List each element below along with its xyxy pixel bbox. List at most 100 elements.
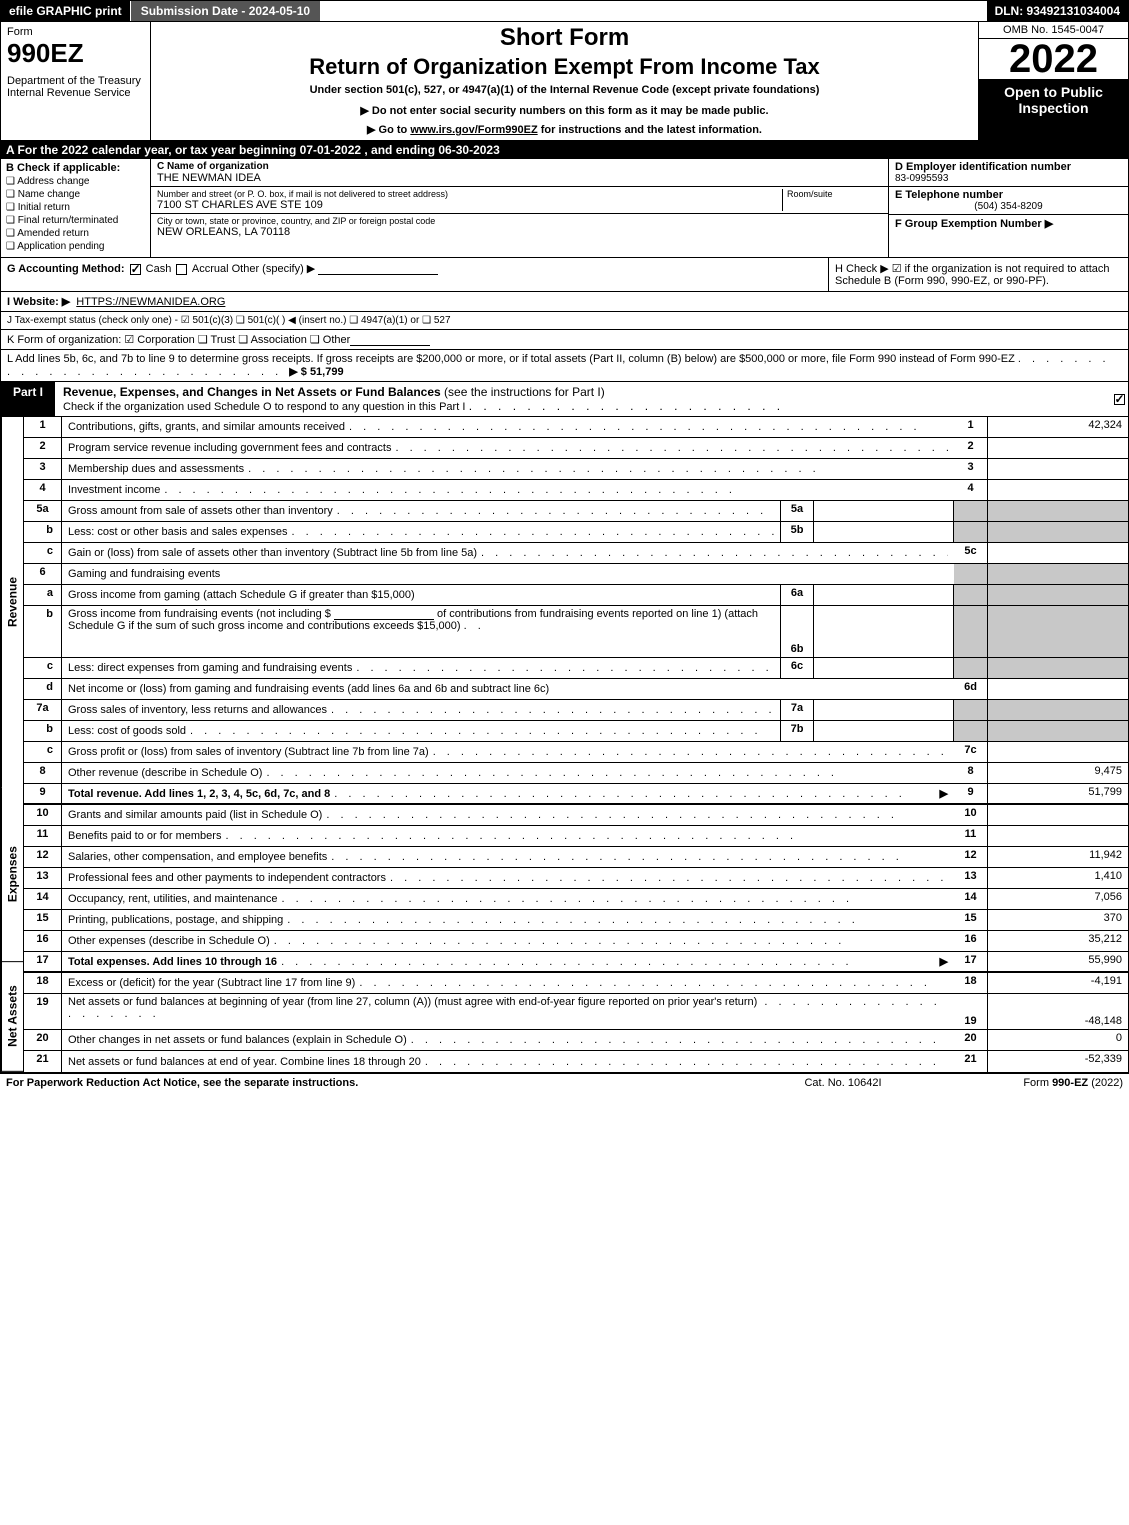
line-2: 2 Program service revenue including gove… <box>24 438 1128 459</box>
line-14: 14 Occupancy, rent, utilities, and maint… <box>24 889 1128 910</box>
other-org-line[interactable] <box>350 334 430 346</box>
check-cash[interactable] <box>130 264 141 275</box>
line-16-text: Other expenses (describe in Schedule O) <box>68 935 270 947</box>
line-5a-num: 5a <box>24 501 62 521</box>
line-4-desc: Investment income. . . . . . . . . . . .… <box>62 480 954 500</box>
line-4-box: 4 <box>954 480 988 500</box>
line-7a-desc: Gross sales of inventory, less returns a… <box>62 700 780 720</box>
line-2-box: 2 <box>954 438 988 458</box>
footer-r-pre: Form <box>1023 1077 1052 1089</box>
line-11-dots: . . . . . . . . . . . . . . . . . . . . … <box>225 830 948 842</box>
line-2-value <box>988 438 1128 458</box>
short-form-label: Short Form <box>157 24 972 52</box>
other-specify-line[interactable] <box>318 263 438 275</box>
part-1-title-block: Revenue, Expenses, and Changes in Net As… <box>55 382 1110 416</box>
line-12-desc: Salaries, other compensation, and employ… <box>62 847 954 867</box>
line-8-dots: . . . . . . . . . . . . . . . . . . . . … <box>266 767 948 779</box>
line-5c-text: Gain or (loss) from sale of assets other… <box>68 547 477 559</box>
line-7c-box: 7c <box>954 742 988 762</box>
irs-link[interactable]: www.irs.gov/Form990EZ <box>410 124 537 136</box>
sidelabel-expenses: Expenses <box>1 787 23 962</box>
line-7b-dots: . . . . . . . . . . . . . . . . . . . . … <box>190 725 774 737</box>
line-14-desc: Occupancy, rent, utilities, and maintena… <box>62 889 954 909</box>
line-21-value: -52,339 <box>988 1051 1128 1072</box>
column-c: C Name of organization THE NEWMAN IDEA N… <box>151 159 888 257</box>
website-value[interactable]: HTTPS://NEWMANIDEA.ORG <box>76 296 225 308</box>
accrual-label: Accrual <box>192 263 229 275</box>
line-13-num: 13 <box>24 868 62 888</box>
page-footer: For Paperwork Reduction Act Notice, see … <box>0 1073 1129 1092</box>
line-13: 13 Professional fees and other payments … <box>24 868 1128 889</box>
check-name-change[interactable]: Name change <box>6 189 145 200</box>
line-6a-desc: Gross income from gaming (attach Schedul… <box>62 585 780 605</box>
line-16: 16 Other expenses (describe in Schedule … <box>24 931 1128 952</box>
efile-print-button[interactable]: efile GRAPHIC print <box>1 1 131 21</box>
line-6d-text: Net income or (loss) from gaming and fun… <box>68 683 549 695</box>
line-6c-num: c <box>24 658 62 678</box>
line-7b-num: b <box>24 721 62 741</box>
line-14-value: 7,056 <box>988 889 1128 909</box>
line-5b-val-shade <box>988 522 1128 542</box>
city-row: City or town, state or province, country… <box>151 214 888 240</box>
line-6b-num: b <box>24 606 62 657</box>
sidelabel-netassets: Net Assets <box>1 962 23 1072</box>
line-7a-midval <box>814 700 954 720</box>
line-6b-blank[interactable] <box>334 608 434 620</box>
line-3-num: 3 <box>24 459 62 479</box>
check-initial-return[interactable]: Initial return <box>6 202 145 213</box>
check-amended-return[interactable]: Amended return <box>6 228 145 239</box>
line-5b-desc: Less: cost or other basis and sales expe… <box>62 522 780 542</box>
line-3-value <box>988 459 1128 479</box>
line-12-value: 11,942 <box>988 847 1128 867</box>
line-17-value: 55,990 <box>988 952 1128 971</box>
line-9-text: Total revenue. Add lines 1, 2, 3, 4, 5c,… <box>68 788 330 800</box>
line-8-text: Other revenue (describe in Schedule O) <box>68 767 262 779</box>
line-12-box: 12 <box>954 847 988 867</box>
line-7a-val-shade <box>988 700 1128 720</box>
check-accrual[interactable] <box>176 264 187 275</box>
line-10-text: Grants and similar amounts paid (list in… <box>68 809 322 821</box>
line-3: 3 Membership dues and assessments. . . .… <box>24 459 1128 480</box>
check-address-change[interactable]: Address change <box>6 176 145 187</box>
check-application-pending[interactable]: Application pending <box>6 241 145 252</box>
cash-label: Cash <box>146 263 172 275</box>
schedule-o-check[interactable] <box>1114 394 1125 405</box>
line-5b-midbox: 5b <box>780 522 814 542</box>
part-1-title: Revenue, Expenses, and Changes in Net As… <box>63 385 441 399</box>
line-14-num: 14 <box>24 889 62 909</box>
line-13-value: 1,410 <box>988 868 1128 888</box>
line-11-num: 11 <box>24 826 62 846</box>
line-2-dots: . . . . . . . . . . . . . . . . . . . . … <box>395 442 948 454</box>
line-10-desc: Grants and similar amounts paid (list in… <box>62 805 954 825</box>
department-label: Department of the Treasury Internal Reve… <box>7 75 144 99</box>
line-4: 4 Investment income. . . . . . . . . . .… <box>24 480 1128 501</box>
line-21-desc: Net assets or fund balances at end of ye… <box>62 1051 954 1072</box>
dln-label: DLN: 93492131034004 <box>987 1 1128 21</box>
form-word: Form <box>7 26 144 38</box>
line-16-desc: Other expenses (describe in Schedule O).… <box>62 931 954 951</box>
line-10-value <box>988 805 1128 825</box>
line-1-value: 42,324 <box>988 417 1128 437</box>
line-5b-box-shade <box>954 522 988 542</box>
form-number: 990EZ <box>7 38 144 69</box>
line-17-text: Total expenses. Add lines 10 through 16 <box>68 956 277 968</box>
ein-cell: D Employer identification number 83-0995… <box>889 159 1128 187</box>
sidelabel-column: Revenue Expenses Net Assets <box>1 417 24 1072</box>
header-center: Short Form Return of Organization Exempt… <box>151 22 978 140</box>
line-6a-text: Gross income from gaming (attach Schedul… <box>68 589 415 601</box>
line-6-box-shade <box>954 564 988 584</box>
check-final-return[interactable]: Final return/terminated <box>6 215 145 226</box>
line-5b-num: b <box>24 522 62 542</box>
line-13-text: Professional fees and other payments to … <box>68 872 386 884</box>
line-6a-midbox: 6a <box>780 585 814 605</box>
line-6a: a Gross income from gaming (attach Sched… <box>24 585 1128 606</box>
line-12-num: 12 <box>24 847 62 867</box>
line-7c-num: c <box>24 742 62 762</box>
column-d: D Employer identification number 83-0995… <box>888 159 1128 257</box>
line-5b-midval <box>814 522 954 542</box>
org-name-row: C Name of organization THE NEWMAN IDEA <box>151 159 888 187</box>
line-7b-desc: Less: cost of goods sold. . . . . . . . … <box>62 721 780 741</box>
line-20-desc: Other changes in net assets or fund bala… <box>62 1030 954 1050</box>
line-17-box: 17 <box>954 952 988 971</box>
line-17-num: 17 <box>24 952 62 971</box>
